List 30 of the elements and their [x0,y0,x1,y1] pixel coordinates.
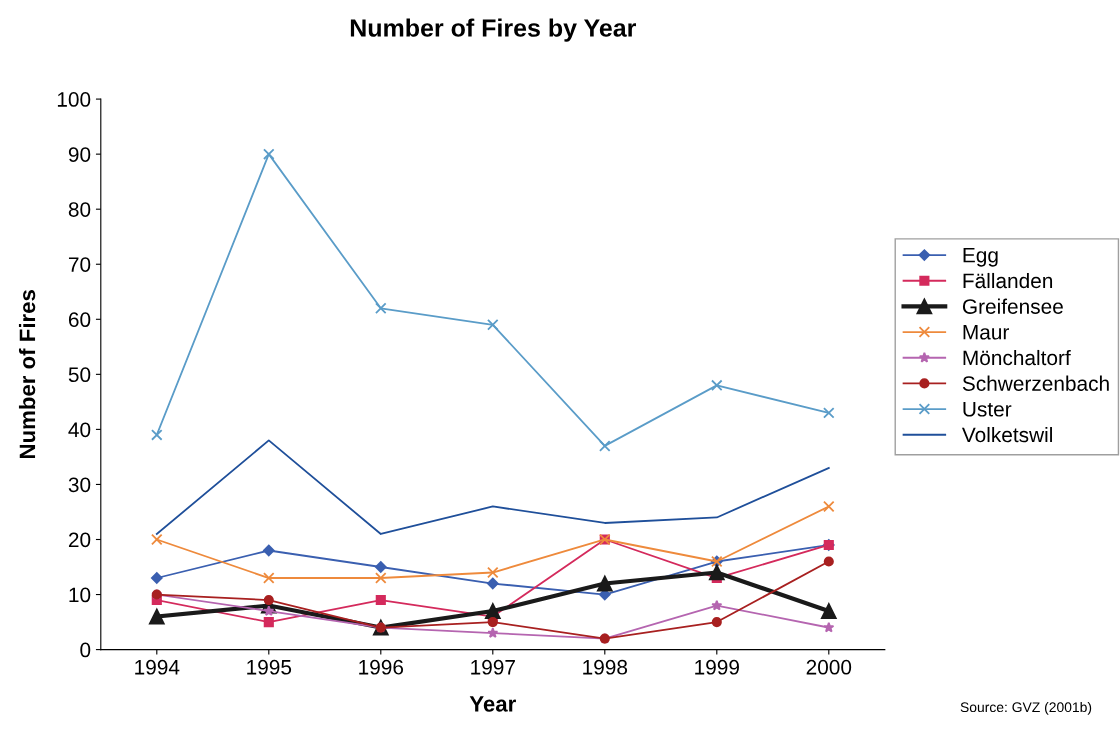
legend-label: Maur [963,325,1009,340]
legend-label: Greifensee [962,298,1063,314]
y-tick-label: 60 [68,312,91,328]
x-tick-label: 2000 [806,659,852,675]
x-tick-label: 1994 [135,659,180,675]
chart-title: Number of Fires by Year [350,18,637,42]
legend-label: Uster [963,402,1012,417]
legend-label: Egg [963,248,998,267]
legend-label: Schwerzenbach [962,375,1109,391]
y-tick-label: 30 [68,477,91,493]
legend-label: Mönchaltorf [963,349,1071,366]
y-tick-label: 50 [68,367,91,383]
y-tick-label: 40 [68,422,91,438]
x-tick-label: 1999 [695,659,739,675]
y-tick-label: 100 [57,92,91,107]
x-tick-label: 1995 [247,659,292,675]
x-tick-label: 1997 [471,659,515,675]
y-tick-label: 90 [68,147,91,162]
y-tick-label: 70 [68,257,91,272]
y-tick-label: 0 [80,642,91,658]
source-note: Source: GVZ (2001b) [960,701,1092,715]
x-axis-title: Year [469,696,516,712]
y-tick-label: 10 [69,587,91,603]
legend-label: Volketswil [961,426,1052,443]
y-axis-title: Number of Fires [18,290,36,459]
y-tick-label: 20 [68,532,91,548]
y-tick-label: 80 [68,202,91,217]
legend-label: Fällanden [963,272,1053,289]
x-tick-label: 1998 [583,659,628,675]
x-tick-label: 1996 [359,659,404,675]
